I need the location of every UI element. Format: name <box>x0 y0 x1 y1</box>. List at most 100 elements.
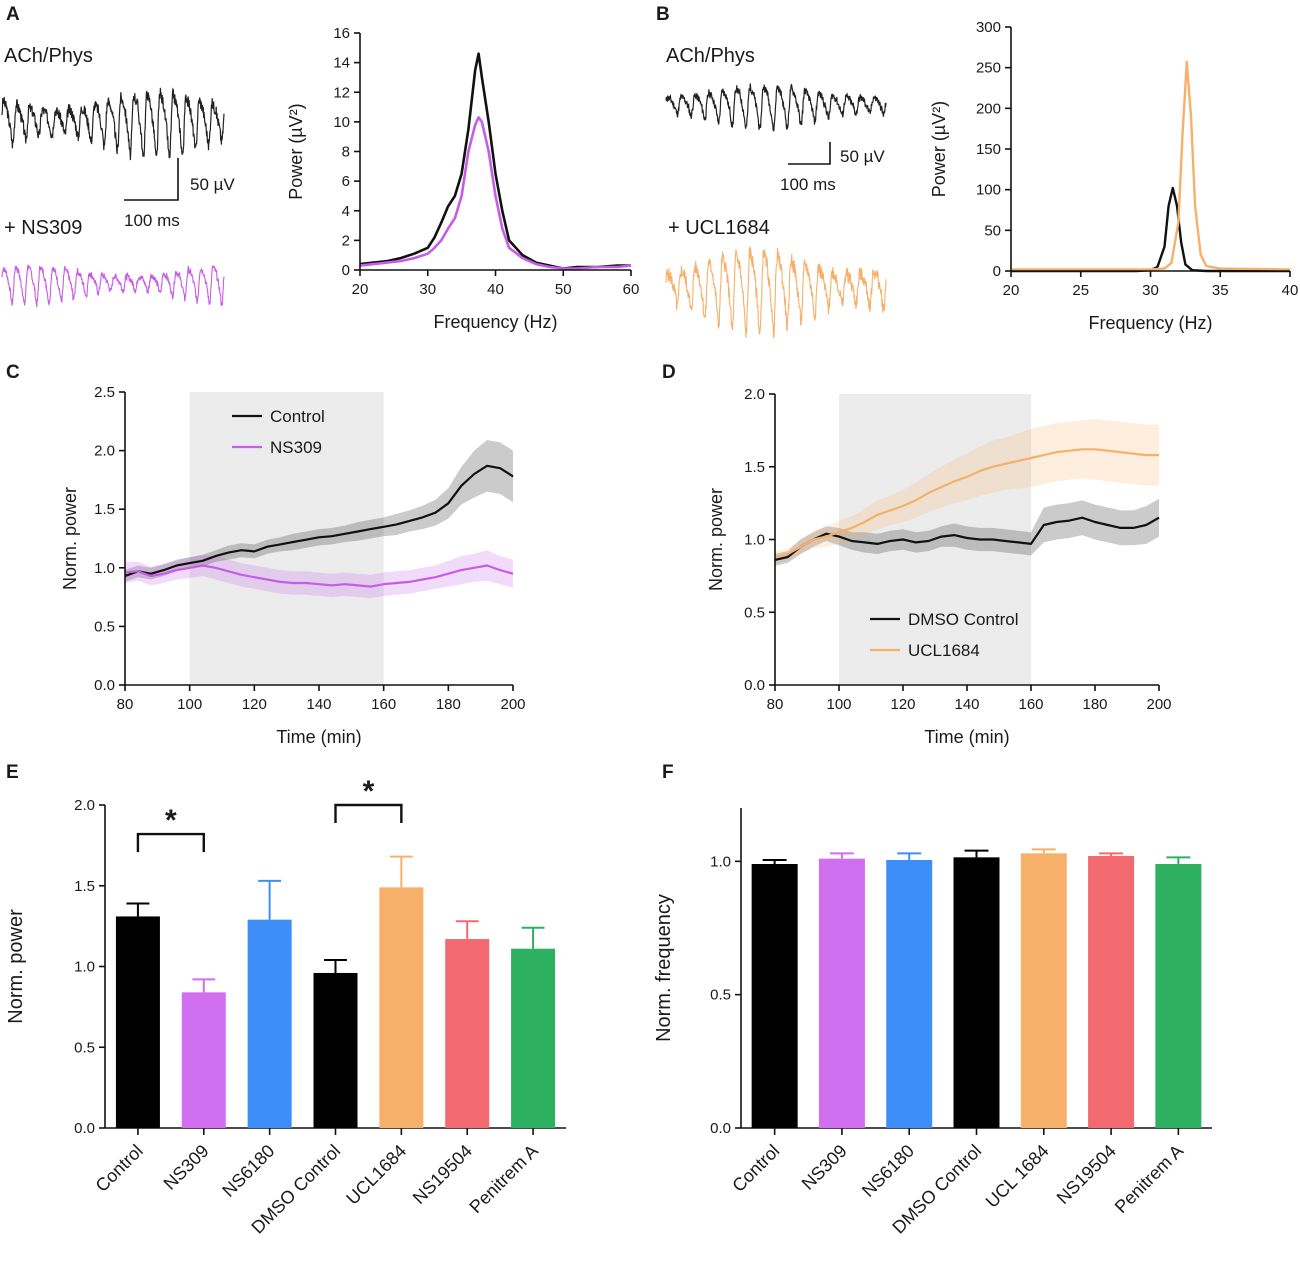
series-line-1 <box>1011 186 1290 273</box>
x-tick-label: 80 <box>767 696 784 713</box>
treatment-shading <box>189 392 384 685</box>
series-error-band-2 <box>775 418 1159 563</box>
bar-4 <box>313 972 358 1128</box>
trace-b-bottom-label: + UCL1684 <box>668 217 770 239</box>
x-tick-label: 120 <box>890 696 915 713</box>
x-tick-label: 50 <box>555 281 572 298</box>
y-tick-label: 2.5 <box>94 384 115 401</box>
x-tick-label: 20 <box>352 281 369 298</box>
trace-b-bottom <box>665 246 887 339</box>
series-line-1 <box>124 464 514 578</box>
category-label-2: NS309 <box>160 1141 213 1194</box>
x-axis-label: Frequency (Hz) <box>1088 313 1212 333</box>
series-error-band-2 <box>125 550 513 599</box>
y-tick-label: 10 <box>333 114 350 131</box>
y-tick-label: 0 <box>342 262 350 279</box>
y-axis-label: Norm. frequency <box>653 894 675 1042</box>
y-tick-label: 1.0 <box>94 560 115 577</box>
series-line-2 <box>1011 60 1291 271</box>
x-tick-label: 160 <box>1018 696 1043 713</box>
series-line-1 <box>774 516 1160 561</box>
panel-letter-d: D <box>662 362 676 383</box>
x-tick-label: 25 <box>1072 282 1089 299</box>
series-error-band-1 <box>125 440 513 582</box>
scale-bar-b-voltage: 50 µV <box>840 147 885 166</box>
x-tick-label: 120 <box>242 696 267 713</box>
x-tick-label: 100 <box>177 696 202 713</box>
category-label-5: UCL1684 <box>342 1141 410 1209</box>
bar-7 <box>511 948 556 1128</box>
x-tick-label: 180 <box>436 696 461 713</box>
category-label-1: Control <box>728 1141 783 1196</box>
y-tick-label: 0.0 <box>710 1120 731 1137</box>
y-tick-label: 8 <box>342 144 350 161</box>
y-tick-label: 2.0 <box>74 797 95 814</box>
y-tick-label: 1.5 <box>744 459 765 476</box>
chart-b-spectrum: 0 50 100 150 200 250 300 20 25 30 35 40 Frequency (H… <box>929 19 1298 333</box>
bar-3 <box>247 919 292 1128</box>
y-tick-label: 300 <box>976 19 1001 36</box>
bar-5 <box>1020 853 1067 1128</box>
x-tick-label: 160 <box>371 696 396 713</box>
bar-7 <box>1155 864 1202 1128</box>
panel-letter-f: F <box>662 762 674 783</box>
y-tick-label: 16 <box>333 25 350 42</box>
y-tick-label: 0.5 <box>744 604 765 621</box>
y-axis-label: Norm. power <box>5 909 27 1024</box>
y-tick-label: 1.0 <box>710 853 731 870</box>
category-label-7: Penitrem A <box>465 1141 541 1217</box>
chart-c-timecourse: 0.0 0.5 1.0 1.5 2.0 2.5 80 100 120 140 160 180 200 Ti… <box>60 384 526 747</box>
bar-1 <box>751 864 798 1128</box>
y-tick-label: 4 <box>342 203 350 220</box>
significance-bracket-2 <box>334 803 403 823</box>
y-tick-label: 200 <box>976 100 1001 117</box>
series-line-2 <box>359 116 632 270</box>
x-tick-label: 100 <box>826 696 851 713</box>
scale-bar-a: 50 µV 100 ms <box>124 158 235 230</box>
y-tick-label: 150 <box>976 141 1001 158</box>
category-label-2: NS309 <box>798 1141 851 1194</box>
bar-3 <box>886 860 933 1128</box>
y-tick-label: 6 <box>342 173 350 190</box>
scale-bar-b-time: 100 ms <box>780 175 836 194</box>
y-axis-label: Norm. power <box>60 487 80 590</box>
trace-a-top-label: ACh/Phys <box>4 45 93 67</box>
x-tick-label: 35 <box>1212 282 1229 299</box>
x-tick-label: 40 <box>487 281 504 298</box>
trace-a-bottom <box>1 264 225 308</box>
y-tick-label: 1.5 <box>74 878 95 895</box>
x-axis-label: Time (min) <box>924 727 1009 747</box>
y-tick-label: 0.0 <box>744 677 765 694</box>
y-tick-label: 1.0 <box>744 532 765 549</box>
y-tick-label: 250 <box>976 60 1001 77</box>
bar-4 <box>953 857 1000 1128</box>
y-tick-label: 0.0 <box>94 677 115 694</box>
category-label-6: NS19504 <box>409 1141 476 1208</box>
scale-bar-a-voltage: 50 µV <box>190 175 235 194</box>
x-tick-label: 200 <box>1146 696 1171 713</box>
bar-1 <box>115 916 160 1128</box>
category-label-7: Penitrem A <box>1111 1141 1187 1217</box>
series-line-2 <box>774 448 1159 559</box>
y-tick-label: 1.0 <box>74 959 95 976</box>
trace-b-top-label: ACh/Phys <box>666 45 755 67</box>
x-tick-label: 20 <box>1003 282 1020 299</box>
x-tick-label: 200 <box>500 696 525 713</box>
panel-letter-c: C <box>6 362 20 383</box>
y-tick-label: 50 <box>984 222 1001 239</box>
y-tick-label: 0.0 <box>74 1120 95 1137</box>
bar-2 <box>818 858 865 1128</box>
legend-label-1: Control <box>270 407 325 426</box>
trace-b-top <box>665 83 887 132</box>
x-tick-label: 180 <box>1082 696 1107 713</box>
series-line-1 <box>359 52 631 270</box>
scale-bar-b: 50 µV 100 ms <box>780 142 885 194</box>
x-axis-label: Frequency (Hz) <box>433 312 557 332</box>
x-tick-label: 140 <box>306 696 331 713</box>
series-line-2 <box>124 564 514 588</box>
x-tick-label: 30 <box>419 281 436 298</box>
legend-label-2: NS309 <box>270 438 322 457</box>
